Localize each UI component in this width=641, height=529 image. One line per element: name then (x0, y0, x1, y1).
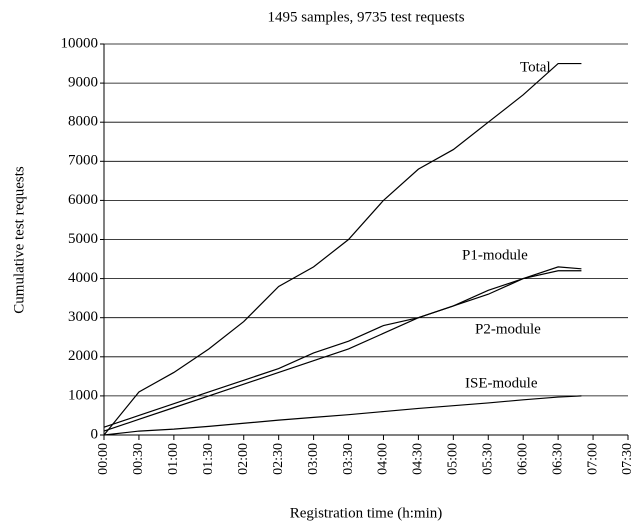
x-tick-label: 07:00 (585, 443, 600, 475)
x-tick-label: 01:00 (166, 443, 181, 475)
x-tick-label: 02:30 (271, 443, 286, 475)
chart-title: 1495 samples, 9735 test requests (267, 9, 464, 25)
series-line (103, 395, 582, 436)
y-tick-label: 9000 (68, 75, 98, 91)
x-tick-label: 06:30 (550, 443, 565, 475)
y-tick-label: 5000 (68, 231, 98, 247)
series-line (103, 62, 582, 436)
x-tick-label: 04:00 (376, 443, 391, 475)
x-tick-label: 00:30 (131, 443, 146, 475)
series-label: P2-module (475, 321, 541, 337)
x-tick-label: 03:00 (306, 443, 321, 475)
y-tick-label: 1000 (68, 387, 98, 403)
x-tick-label: 03:30 (341, 443, 356, 475)
y-tick-label: 7000 (68, 153, 98, 169)
y-tick-label: 10000 (61, 35, 99, 51)
x-tick-label: 05:00 (446, 443, 461, 475)
y-tick-label: 8000 (68, 114, 98, 130)
x-tick-label: 04:30 (411, 443, 426, 475)
series-label: Total (520, 59, 551, 75)
y-tick-label: 3000 (68, 309, 98, 325)
series-label: ISE-module (465, 375, 538, 391)
x-tick-label: 02:00 (236, 443, 251, 475)
series-label: P1-module (462, 247, 528, 263)
x-tick-label: 05:30 (480, 443, 495, 475)
x-tick-label: 01:30 (201, 443, 216, 475)
y-tick-label: 0 (91, 426, 99, 442)
x-tick-label: 06:00 (515, 443, 530, 475)
y-tick-label: 2000 (68, 348, 98, 364)
x-tick-label: 00:00 (96, 443, 111, 475)
x-tick-label: 07:30 (620, 443, 635, 475)
series-line (103, 270, 582, 428)
x-axis-label: Registration time (h:min) (290, 505, 442, 521)
y-tick-label: 4000 (68, 270, 98, 286)
y-axis-label: Cumulative test requests (11, 166, 27, 314)
series-line (103, 266, 582, 432)
y-tick-label: 6000 (68, 192, 98, 208)
